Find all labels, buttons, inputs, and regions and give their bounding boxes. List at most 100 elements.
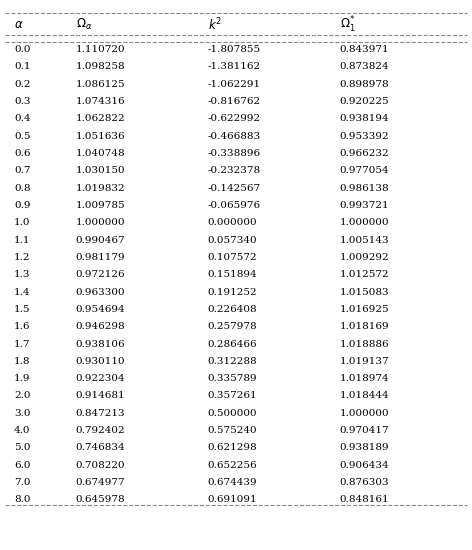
Text: 1.086125: 1.086125 <box>76 80 125 89</box>
Text: 0.972126: 0.972126 <box>76 270 125 279</box>
Text: 0.993721: 0.993721 <box>340 201 389 210</box>
Text: 1.018974: 1.018974 <box>340 374 389 383</box>
Text: 0.990467: 0.990467 <box>76 235 125 245</box>
Text: 0.898978: 0.898978 <box>340 80 389 89</box>
Text: 0.930110: 0.930110 <box>76 357 125 366</box>
Text: 0.970417: 0.970417 <box>340 426 389 435</box>
Text: 0.953392: 0.953392 <box>340 131 389 141</box>
Text: 1.016925: 1.016925 <box>340 305 389 314</box>
Text: 1.051636: 1.051636 <box>76 131 125 141</box>
Text: 0.7: 0.7 <box>14 166 31 175</box>
Text: 1.2: 1.2 <box>14 253 31 262</box>
Text: 1.009292: 1.009292 <box>340 253 389 262</box>
Text: 0.906434: 0.906434 <box>340 461 389 470</box>
Text: 1.018169: 1.018169 <box>340 322 389 331</box>
Text: 0.621298: 0.621298 <box>208 443 257 453</box>
Text: -0.142567: -0.142567 <box>208 184 261 192</box>
Text: 0.0: 0.0 <box>14 45 31 54</box>
Text: 7.0: 7.0 <box>14 478 31 487</box>
Text: 0.708220: 0.708220 <box>76 461 125 470</box>
Text: -0.622992: -0.622992 <box>208 114 261 123</box>
Text: 1.009785: 1.009785 <box>76 201 125 210</box>
Text: 1.3: 1.3 <box>14 270 31 279</box>
Text: 0.9: 0.9 <box>14 201 31 210</box>
Text: 0.2: 0.2 <box>14 80 31 89</box>
Text: 1.6: 1.6 <box>14 322 31 331</box>
Text: 0.4: 0.4 <box>14 114 31 123</box>
Text: 1.015083: 1.015083 <box>340 288 389 296</box>
Text: 4.0: 4.0 <box>14 426 31 435</box>
Text: 1.019832: 1.019832 <box>76 184 125 192</box>
Text: 0.876303: 0.876303 <box>340 478 389 487</box>
Text: -1.381162: -1.381162 <box>208 62 261 72</box>
Text: 0.922304: 0.922304 <box>76 374 125 383</box>
Text: 0.500000: 0.500000 <box>208 409 257 418</box>
Text: 0.151894: 0.151894 <box>208 270 257 279</box>
Text: 1.040748: 1.040748 <box>76 149 125 158</box>
Text: 0.645978: 0.645978 <box>76 496 125 504</box>
Text: 3.0: 3.0 <box>14 409 31 418</box>
Text: 1.018444: 1.018444 <box>340 392 389 400</box>
Text: 0.746834: 0.746834 <box>76 443 125 453</box>
Text: 2.0: 2.0 <box>14 392 31 400</box>
Text: 0.257978: 0.257978 <box>208 322 257 331</box>
Text: 0.6: 0.6 <box>14 149 31 158</box>
Text: 1.7: 1.7 <box>14 339 31 349</box>
Text: 0.107572: 0.107572 <box>208 253 257 262</box>
Text: 1.0: 1.0 <box>14 218 31 227</box>
Text: 0.914681: 0.914681 <box>76 392 125 400</box>
Text: 1.4: 1.4 <box>14 288 31 296</box>
Text: -0.065976: -0.065976 <box>208 201 261 210</box>
Text: 0.5: 0.5 <box>14 131 31 141</box>
Text: 1.012572: 1.012572 <box>340 270 389 279</box>
Text: 1.019137: 1.019137 <box>340 357 389 366</box>
Text: -0.232378: -0.232378 <box>208 166 261 175</box>
Text: 0.000000: 0.000000 <box>208 218 257 227</box>
Text: 0.938106: 0.938106 <box>76 339 125 349</box>
Text: 8.0: 8.0 <box>14 496 31 504</box>
Text: 1.030150: 1.030150 <box>76 166 125 175</box>
Text: 0.873824: 0.873824 <box>340 62 389 72</box>
Text: 0.847213: 0.847213 <box>76 409 125 418</box>
Text: -0.466883: -0.466883 <box>208 131 261 141</box>
Text: 0.652256: 0.652256 <box>208 461 257 470</box>
Text: 1.074316: 1.074316 <box>76 97 125 106</box>
Text: 0.938189: 0.938189 <box>340 443 389 453</box>
Text: 5.0: 5.0 <box>14 443 31 453</box>
Text: -1.062291: -1.062291 <box>208 80 261 89</box>
Text: 0.977054: 0.977054 <box>340 166 389 175</box>
Text: $k^{2}$: $k^{2}$ <box>208 16 222 33</box>
Text: -0.816762: -0.816762 <box>208 97 261 106</box>
Text: -1.807855: -1.807855 <box>208 45 261 54</box>
Text: 0.848161: 0.848161 <box>340 496 389 504</box>
Text: 0.312288: 0.312288 <box>208 357 257 366</box>
Text: 0.8: 0.8 <box>14 184 31 192</box>
Text: 1.5: 1.5 <box>14 305 31 314</box>
Text: 0.792402: 0.792402 <box>76 426 125 435</box>
Text: 1.110720: 1.110720 <box>76 45 125 54</box>
Text: 1.098258: 1.098258 <box>76 62 125 72</box>
Text: 0.3: 0.3 <box>14 97 31 106</box>
Text: 0.286466: 0.286466 <box>208 339 257 349</box>
Text: 0.963300: 0.963300 <box>76 288 125 296</box>
Text: 1.000000: 1.000000 <box>340 218 389 227</box>
Text: 0.1: 0.1 <box>14 62 31 72</box>
Text: $\Omega_{1}^{*}$: $\Omega_{1}^{*}$ <box>340 15 355 35</box>
Text: -0.338896: -0.338896 <box>208 149 261 158</box>
Text: $\Omega_{\alpha}$: $\Omega_{\alpha}$ <box>76 17 92 32</box>
Text: 0.981179: 0.981179 <box>76 253 125 262</box>
Text: 0.674439: 0.674439 <box>208 478 257 487</box>
Text: 0.357261: 0.357261 <box>208 392 257 400</box>
Text: 0.920225: 0.920225 <box>340 97 389 106</box>
Text: 0.691091: 0.691091 <box>208 496 257 504</box>
Text: 0.966232: 0.966232 <box>340 149 389 158</box>
Text: 0.843971: 0.843971 <box>340 45 389 54</box>
Text: $\alpha$: $\alpha$ <box>14 18 24 31</box>
Text: 0.986138: 0.986138 <box>340 184 389 192</box>
Text: 1.8: 1.8 <box>14 357 31 366</box>
Text: 0.575240: 0.575240 <box>208 426 257 435</box>
Text: 0.057340: 0.057340 <box>208 235 257 245</box>
Text: 6.0: 6.0 <box>14 461 31 470</box>
Text: 1.062822: 1.062822 <box>76 114 125 123</box>
Text: 1.018886: 1.018886 <box>340 339 389 349</box>
